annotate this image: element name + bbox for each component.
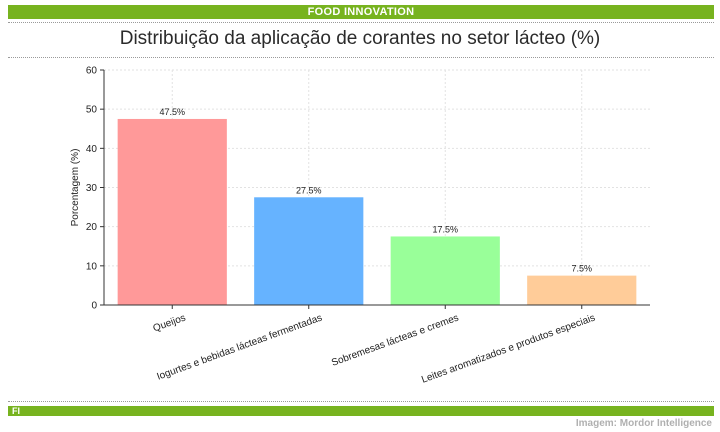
data-label-3: 7.5% <box>571 264 592 274</box>
image-credit: Imagem: Mordor Intelligence <box>575 418 712 429</box>
footer-code: FI <box>12 406 20 416</box>
header-divider <box>8 22 714 23</box>
footer-divider <box>8 401 714 402</box>
y-tick-label: 30 <box>86 183 98 194</box>
y-axis-label: Porcentagem (%) <box>70 149 81 227</box>
data-label-2: 17.5% <box>432 224 458 234</box>
footer-band: FI <box>8 406 714 416</box>
y-tick-label: 0 <box>91 301 97 312</box>
bar-3 <box>527 275 637 305</box>
y-tick-label: 40 <box>86 144 98 155</box>
y-tick-label: 20 <box>86 222 98 233</box>
brand-label: FOOD INNOVATION <box>307 6 415 18</box>
bar-1 <box>254 197 364 305</box>
title-divider <box>8 57 714 58</box>
chart-title: Distribuição da aplicação de corantes no… <box>119 28 601 49</box>
x-tick-label-0: Queijos <box>152 312 188 334</box>
data-label-0: 47.5% <box>159 107 185 117</box>
bar-2 <box>390 236 500 305</box>
data-label-1: 27.5% <box>296 185 322 195</box>
y-tick-label: 60 <box>86 66 98 77</box>
y-tick-label: 10 <box>86 261 98 272</box>
bar-0 <box>117 118 227 305</box>
x-tick-label-2: Sobremesas lácteas e cremes <box>330 312 460 368</box>
header-band: FOOD INNOVATION <box>8 5 714 19</box>
y-tick-label: 50 <box>86 105 98 116</box>
